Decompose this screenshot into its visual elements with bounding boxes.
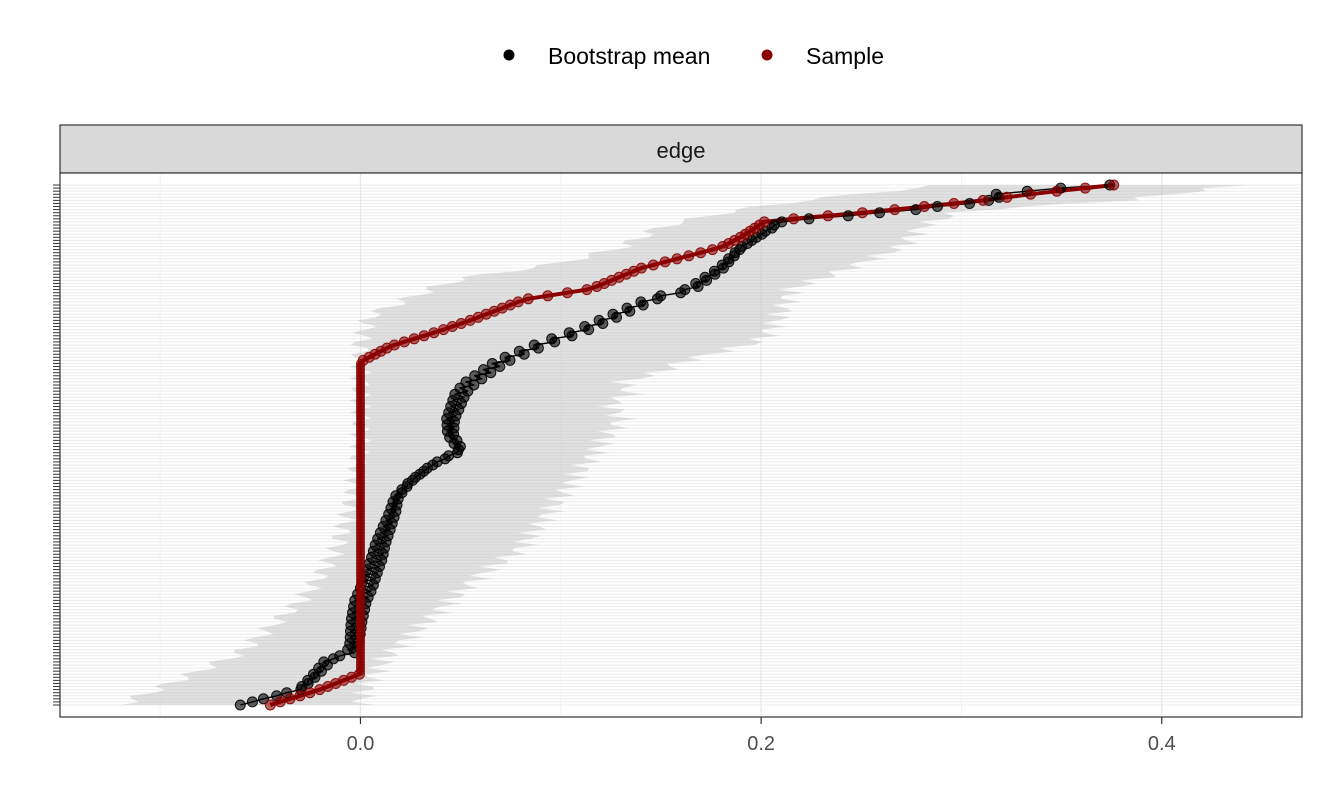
confidence-band <box>120 185 1253 705</box>
facet-strip-label: edge <box>657 138 706 163</box>
plot-border <box>59 172 1303 718</box>
facet-strip <box>59 124 1303 174</box>
point-bootstrap-mean <box>258 693 269 705</box>
point-bootstrap-mean <box>635 296 647 308</box>
point-sample <box>659 256 671 268</box>
point-bootstrap-mean <box>513 345 525 357</box>
point-sample <box>1001 191 1013 203</box>
point-bootstrap-mean <box>499 351 511 363</box>
point-sample <box>635 262 647 274</box>
plot-panel <box>60 173 1302 717</box>
point-bootstrap-mean <box>593 314 605 326</box>
point-bootstrap-mean <box>803 213 815 225</box>
point-sample <box>889 204 901 216</box>
point-bootstrap-mean <box>563 327 575 339</box>
point-bootstrap-mean <box>546 333 558 345</box>
point-bootstrap-mean <box>234 699 246 711</box>
point-sample <box>671 253 683 265</box>
point-sample <box>294 690 306 702</box>
point-bootstrap-mean <box>679 284 691 296</box>
point-sample <box>695 247 707 259</box>
point-bootstrap-mean <box>931 201 943 212</box>
point-bootstrap-mean <box>655 290 667 302</box>
series-points <box>234 179 1120 711</box>
legend-key-bootstrap-mean <box>503 49 515 61</box>
point-sample <box>542 290 554 302</box>
point-sample <box>788 213 800 225</box>
point-bootstrap-mean <box>990 188 1002 200</box>
point-bootstrap-mean <box>246 696 258 708</box>
point-sample <box>918 201 930 212</box>
point-sample <box>683 250 695 262</box>
point-sample <box>707 244 718 256</box>
point-sample <box>581 284 593 296</box>
point-bootstrap-mean <box>486 358 498 369</box>
point-bootstrap-mean <box>621 302 633 314</box>
legend-key-sample <box>761 49 773 61</box>
legend-label-bootstrap-mean: Bootstrap mean <box>548 43 710 69</box>
point-sample <box>284 693 296 705</box>
point-sample <box>418 330 430 342</box>
point-bootstrap-mean <box>690 278 702 289</box>
point-sample <box>408 333 420 345</box>
point-bootstrap-mean <box>699 271 711 283</box>
point-bootstrap-mean <box>528 339 540 351</box>
y-axis-ticks <box>53 184 60 706</box>
legend: Bootstrap mean Sample <box>503 43 884 69</box>
x-axis-ticks: 0.0 0.2 0.4 <box>347 717 1176 755</box>
point-bootstrap-mean <box>334 650 346 662</box>
point-sample <box>977 194 989 206</box>
point-sample <box>264 699 276 711</box>
point-bootstrap-mean <box>469 370 481 382</box>
point-sample <box>822 210 834 222</box>
point-sample <box>856 207 868 219</box>
point-sample <box>388 339 400 351</box>
point-sample <box>948 198 960 209</box>
point-bootstrap-mean <box>460 376 472 388</box>
point-sample <box>1025 188 1037 200</box>
point-bootstrap-mean <box>607 308 619 320</box>
point-sample <box>758 216 770 228</box>
point-sample <box>512 296 524 308</box>
legend-label-sample: Sample <box>806 43 884 69</box>
point-sample <box>274 696 286 708</box>
point-sample <box>398 336 410 348</box>
point-bootstrap-mean <box>842 210 854 222</box>
point-sample <box>428 327 440 339</box>
point-sample <box>1051 185 1063 197</box>
point-sample <box>1108 179 1120 191</box>
point-sample <box>522 293 534 305</box>
ci-band-area <box>120 185 1253 705</box>
point-bootstrap-mean <box>874 207 886 219</box>
point-bootstrap-mean <box>318 656 330 668</box>
x-tick-label: 0.4 <box>1148 733 1176 755</box>
point-sample <box>304 687 316 699</box>
point-bootstrap-mean <box>478 364 489 376</box>
grid-lines <box>60 173 1302 717</box>
point-bootstrap-mean <box>964 198 976 209</box>
point-bootstrap-mean <box>776 216 788 228</box>
point-sample <box>647 259 659 271</box>
x-tick-label: 0.0 <box>347 733 375 755</box>
point-bootstrap-mean <box>579 321 591 332</box>
point-sample <box>561 287 573 299</box>
x-tick-label: 0.2 <box>747 733 775 755</box>
point-sample <box>1079 182 1091 194</box>
